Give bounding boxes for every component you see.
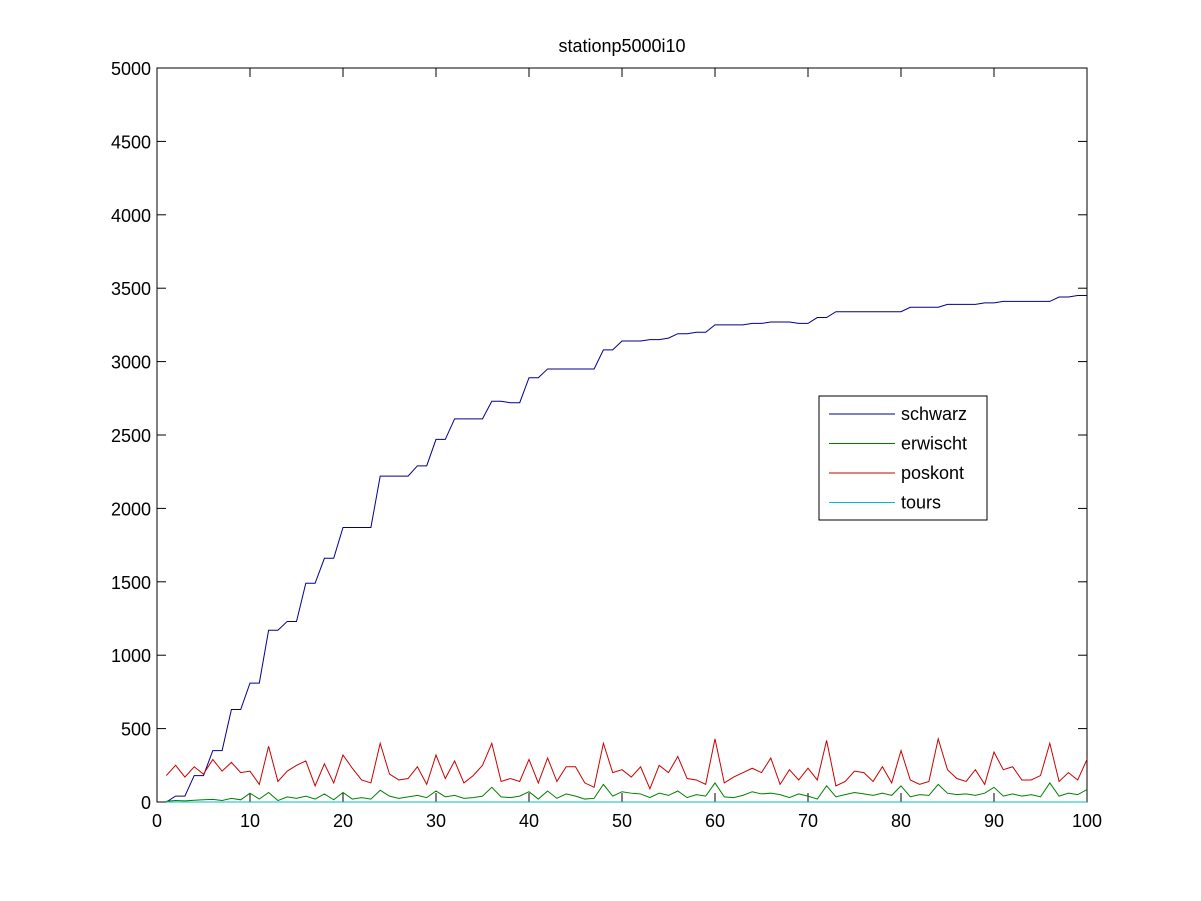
y-tick-label: 4000 xyxy=(111,206,151,226)
x-tick-label: 70 xyxy=(798,811,818,831)
x-tick-label: 40 xyxy=(519,811,539,831)
y-tick-label: 4500 xyxy=(111,132,151,152)
series-line-poskont xyxy=(165,736,1088,791)
legend-label-tours: tours xyxy=(901,493,941,513)
y-tick-label: 1500 xyxy=(111,573,151,593)
y-tick-label: 5000 xyxy=(111,59,151,79)
legend: schwarz erwischt poskont tours xyxy=(818,395,988,521)
series-line-erwischt xyxy=(166,782,1088,802)
x-tick-label: 60 xyxy=(705,811,725,831)
axis-ticks: 0 10 20 30 40 50 60 70 80 90 100050010001500200025… xyxy=(111,59,1102,831)
x-tick-label: 20 xyxy=(333,811,353,831)
series-lines xyxy=(165,295,1088,803)
legend-label-poskont: poskont xyxy=(901,463,964,483)
x-tick-label: 100 xyxy=(1072,811,1102,831)
legend-label-erwischt: erwischt xyxy=(901,434,967,454)
x-tick-label: 10 xyxy=(240,811,260,831)
y-tick-label: 3000 xyxy=(111,353,151,373)
x-tick-label: 0 xyxy=(152,811,162,831)
y-tick-label: 2000 xyxy=(111,499,151,519)
y-tick-label: 500 xyxy=(121,720,151,740)
x-tick-label: 50 xyxy=(612,811,632,831)
y-tick-label: 0 xyxy=(141,793,151,813)
x-tick-label: 30 xyxy=(426,811,446,831)
y-tick-label: 3500 xyxy=(111,279,151,299)
legend-box xyxy=(818,395,988,521)
chart-title: stationp5000i10 xyxy=(558,36,685,56)
y-tick-label: 1000 xyxy=(111,646,151,666)
y-tick-label: 2500 xyxy=(111,426,151,446)
series-line-schwarz xyxy=(166,295,1087,803)
x-tick-label: 80 xyxy=(891,811,911,831)
x-tick-label: 90 xyxy=(984,811,1004,831)
legend-label-schwarz: schwarz xyxy=(901,404,967,424)
